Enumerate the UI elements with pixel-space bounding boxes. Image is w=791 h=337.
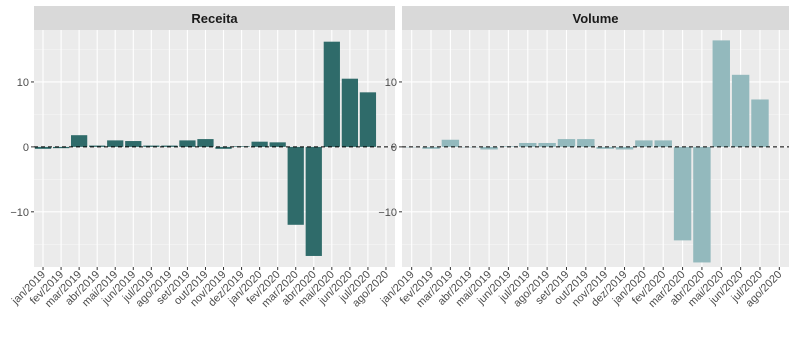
bar bbox=[673, 146, 692, 241]
bar bbox=[161, 145, 178, 147]
bar bbox=[731, 74, 750, 147]
bar bbox=[269, 142, 286, 147]
y-tick-label: 0 bbox=[23, 142, 29, 154]
bar bbox=[538, 142, 556, 147]
bar bbox=[197, 139, 214, 147]
bar bbox=[233, 146, 250, 147]
bar bbox=[215, 146, 232, 149]
bar bbox=[52, 146, 70, 149]
bar bbox=[305, 146, 322, 256]
bar bbox=[323, 41, 340, 147]
y-tick-label: −10 bbox=[378, 207, 397, 219]
bar bbox=[654, 140, 672, 147]
bar bbox=[34, 146, 52, 149]
bar bbox=[557, 139, 576, 147]
plot-background bbox=[34, 30, 395, 267]
bar bbox=[287, 146, 304, 225]
bar bbox=[712, 40, 730, 147]
panel-volume: Volume−10010jan/2019fev/2019mar/2019abr/… bbox=[378, 6, 789, 310]
bar bbox=[89, 145, 106, 147]
y-tick-label: −10 bbox=[10, 207, 29, 219]
bar bbox=[441, 139, 460, 147]
bar bbox=[635, 140, 653, 147]
bar bbox=[359, 92, 377, 147]
bar bbox=[577, 139, 595, 147]
bar bbox=[341, 78, 358, 147]
bar bbox=[71, 135, 88, 147]
bar bbox=[596, 146, 614, 149]
strip-title: Receita bbox=[191, 11, 238, 26]
bar bbox=[461, 146, 479, 148]
bar bbox=[519, 142, 537, 147]
bar bbox=[179, 140, 196, 147]
plot-background bbox=[402, 30, 789, 267]
bar bbox=[143, 145, 160, 147]
strip-background bbox=[34, 6, 395, 30]
bar bbox=[251, 141, 268, 147]
y-tick-label: 10 bbox=[385, 77, 397, 89]
panel-receita: Receita−10010jan/2019fev/2019mar/2019abr… bbox=[9, 6, 395, 310]
bar bbox=[422, 146, 440, 149]
bar bbox=[107, 140, 124, 147]
bar bbox=[480, 146, 498, 150]
bar bbox=[615, 146, 634, 150]
y-tick-label: 0 bbox=[391, 142, 397, 154]
strip-title: Volume bbox=[573, 11, 619, 26]
bar bbox=[751, 99, 769, 147]
bar bbox=[125, 141, 142, 147]
y-tick-label: 10 bbox=[17, 77, 29, 89]
bar bbox=[693, 146, 711, 263]
strip-background bbox=[402, 6, 789, 30]
